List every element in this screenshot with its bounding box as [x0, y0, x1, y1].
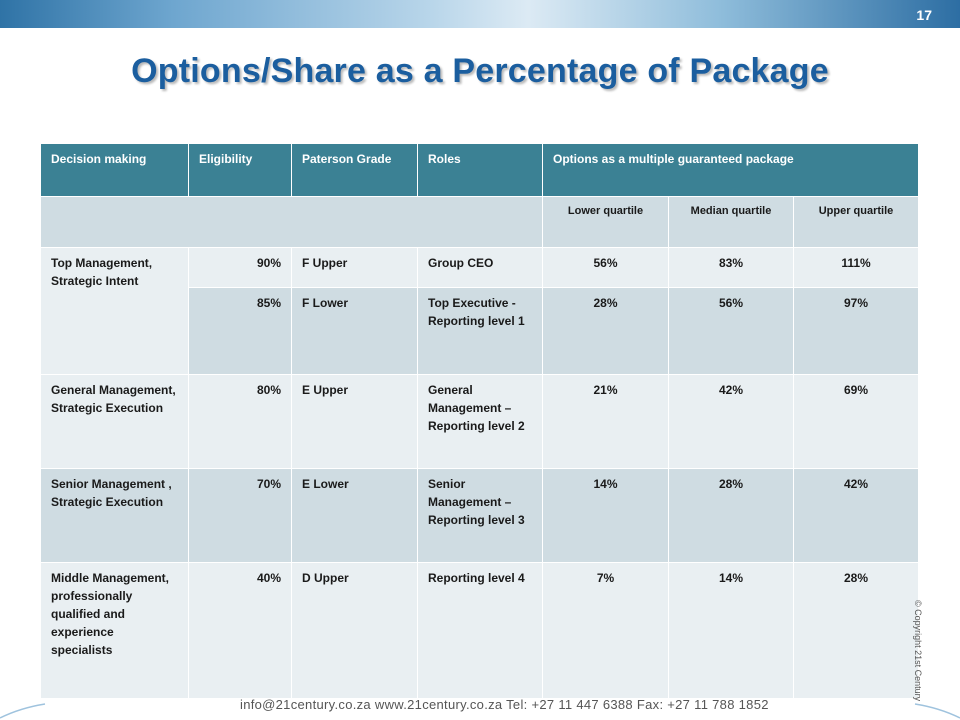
- median-cell: 28%: [668, 468, 794, 563]
- quartile-spacer: [40, 196, 543, 248]
- eligibility-cell: 70%: [188, 468, 292, 563]
- quartile-upper: Upper quartile: [792, 196, 920, 248]
- grade-cell: E Upper: [291, 374, 418, 469]
- grade-cell: D Upper: [291, 562, 418, 699]
- options-table: Decision making Eligibility Paterson Gra…: [40, 143, 920, 699]
- upper-cell: 69%: [792, 374, 920, 469]
- table-row: General Management, Strategic Execution …: [40, 374, 920, 469]
- decision-cell: Senior Management , Strategic Execution: [40, 468, 189, 563]
- table-row: Middle Management, professionally qualif…: [40, 562, 920, 699]
- table-row: Senior Management , Strategic Execution …: [40, 468, 920, 563]
- table-header-row: Decision making Eligibility Paterson Gra…: [40, 143, 920, 197]
- upper-cell: 28%: [792, 562, 920, 699]
- median-cell: 83%: [668, 247, 794, 288]
- table-row: Top Management, Strategic Intent 90% F U…: [40, 247, 920, 375]
- upper-cell: 97%: [792, 287, 920, 375]
- quartile-header-row: Lower quartile Median quartile Upper qua…: [40, 196, 920, 248]
- upper-cell: 42%: [792, 468, 920, 563]
- header-eligibility: Eligibility: [188, 143, 292, 197]
- decision-cell: General Management, Strategic Execution: [40, 374, 189, 469]
- lower-cell: 14%: [542, 468, 669, 563]
- role-cell: Group CEO: [417, 247, 543, 288]
- role-cell: Reporting level 4: [417, 562, 543, 699]
- role-cell: Senior Management – Reporting level 3: [417, 468, 543, 563]
- slide-number: 17: [916, 7, 932, 23]
- lower-cell: 28%: [542, 287, 669, 375]
- decision-cell: Top Management, Strategic Intent: [40, 247, 189, 375]
- top-banner: [0, 0, 960, 28]
- footer-contact: info@21century.co.za www.21century.co.za…: [240, 697, 769, 712]
- lower-cell: 56%: [542, 247, 669, 288]
- eligibility-cell: 90%: [188, 247, 292, 288]
- grade-cell: F Lower: [291, 287, 418, 375]
- header-decision-making: Decision making: [40, 143, 189, 197]
- eligibility-cell: 40%: [188, 562, 292, 699]
- median-cell: 42%: [668, 374, 794, 469]
- eligibility-cell: 85%: [188, 287, 292, 375]
- eligibility-cell: 80%: [188, 374, 292, 469]
- grade-cell: E Lower: [291, 468, 418, 563]
- decision-cell: Middle Management, professionally qualif…: [40, 562, 189, 699]
- header-paterson-grade: Paterson Grade: [291, 143, 418, 197]
- role-cell: General Management – Reporting level 2: [417, 374, 543, 469]
- footer-decoration: [0, 703, 960, 719]
- header-options-multiple: Options as a multiple guaranteed package: [541, 143, 920, 197]
- median-cell: 56%: [668, 287, 794, 375]
- lower-cell: 21%: [542, 374, 669, 469]
- header-roles: Roles: [417, 143, 543, 197]
- role-cell: Top Executive - Reporting level 1: [417, 287, 543, 375]
- table-row: 85% F Lower Top Executive - Reporting le…: [41, 287, 920, 375]
- median-cell: 14%: [668, 562, 794, 699]
- copyright-notice: © Copyright 21st Century: [913, 600, 923, 702]
- grade-cell: F Upper: [291, 247, 418, 288]
- upper-cell: 111%: [792, 247, 920, 288]
- page-title: Options/Share as a Percentage of Package: [131, 52, 829, 90]
- lower-cell: 7%: [542, 562, 669, 699]
- quartile-lower: Lower quartile: [542, 196, 669, 248]
- quartile-median: Median quartile: [668, 196, 794, 248]
